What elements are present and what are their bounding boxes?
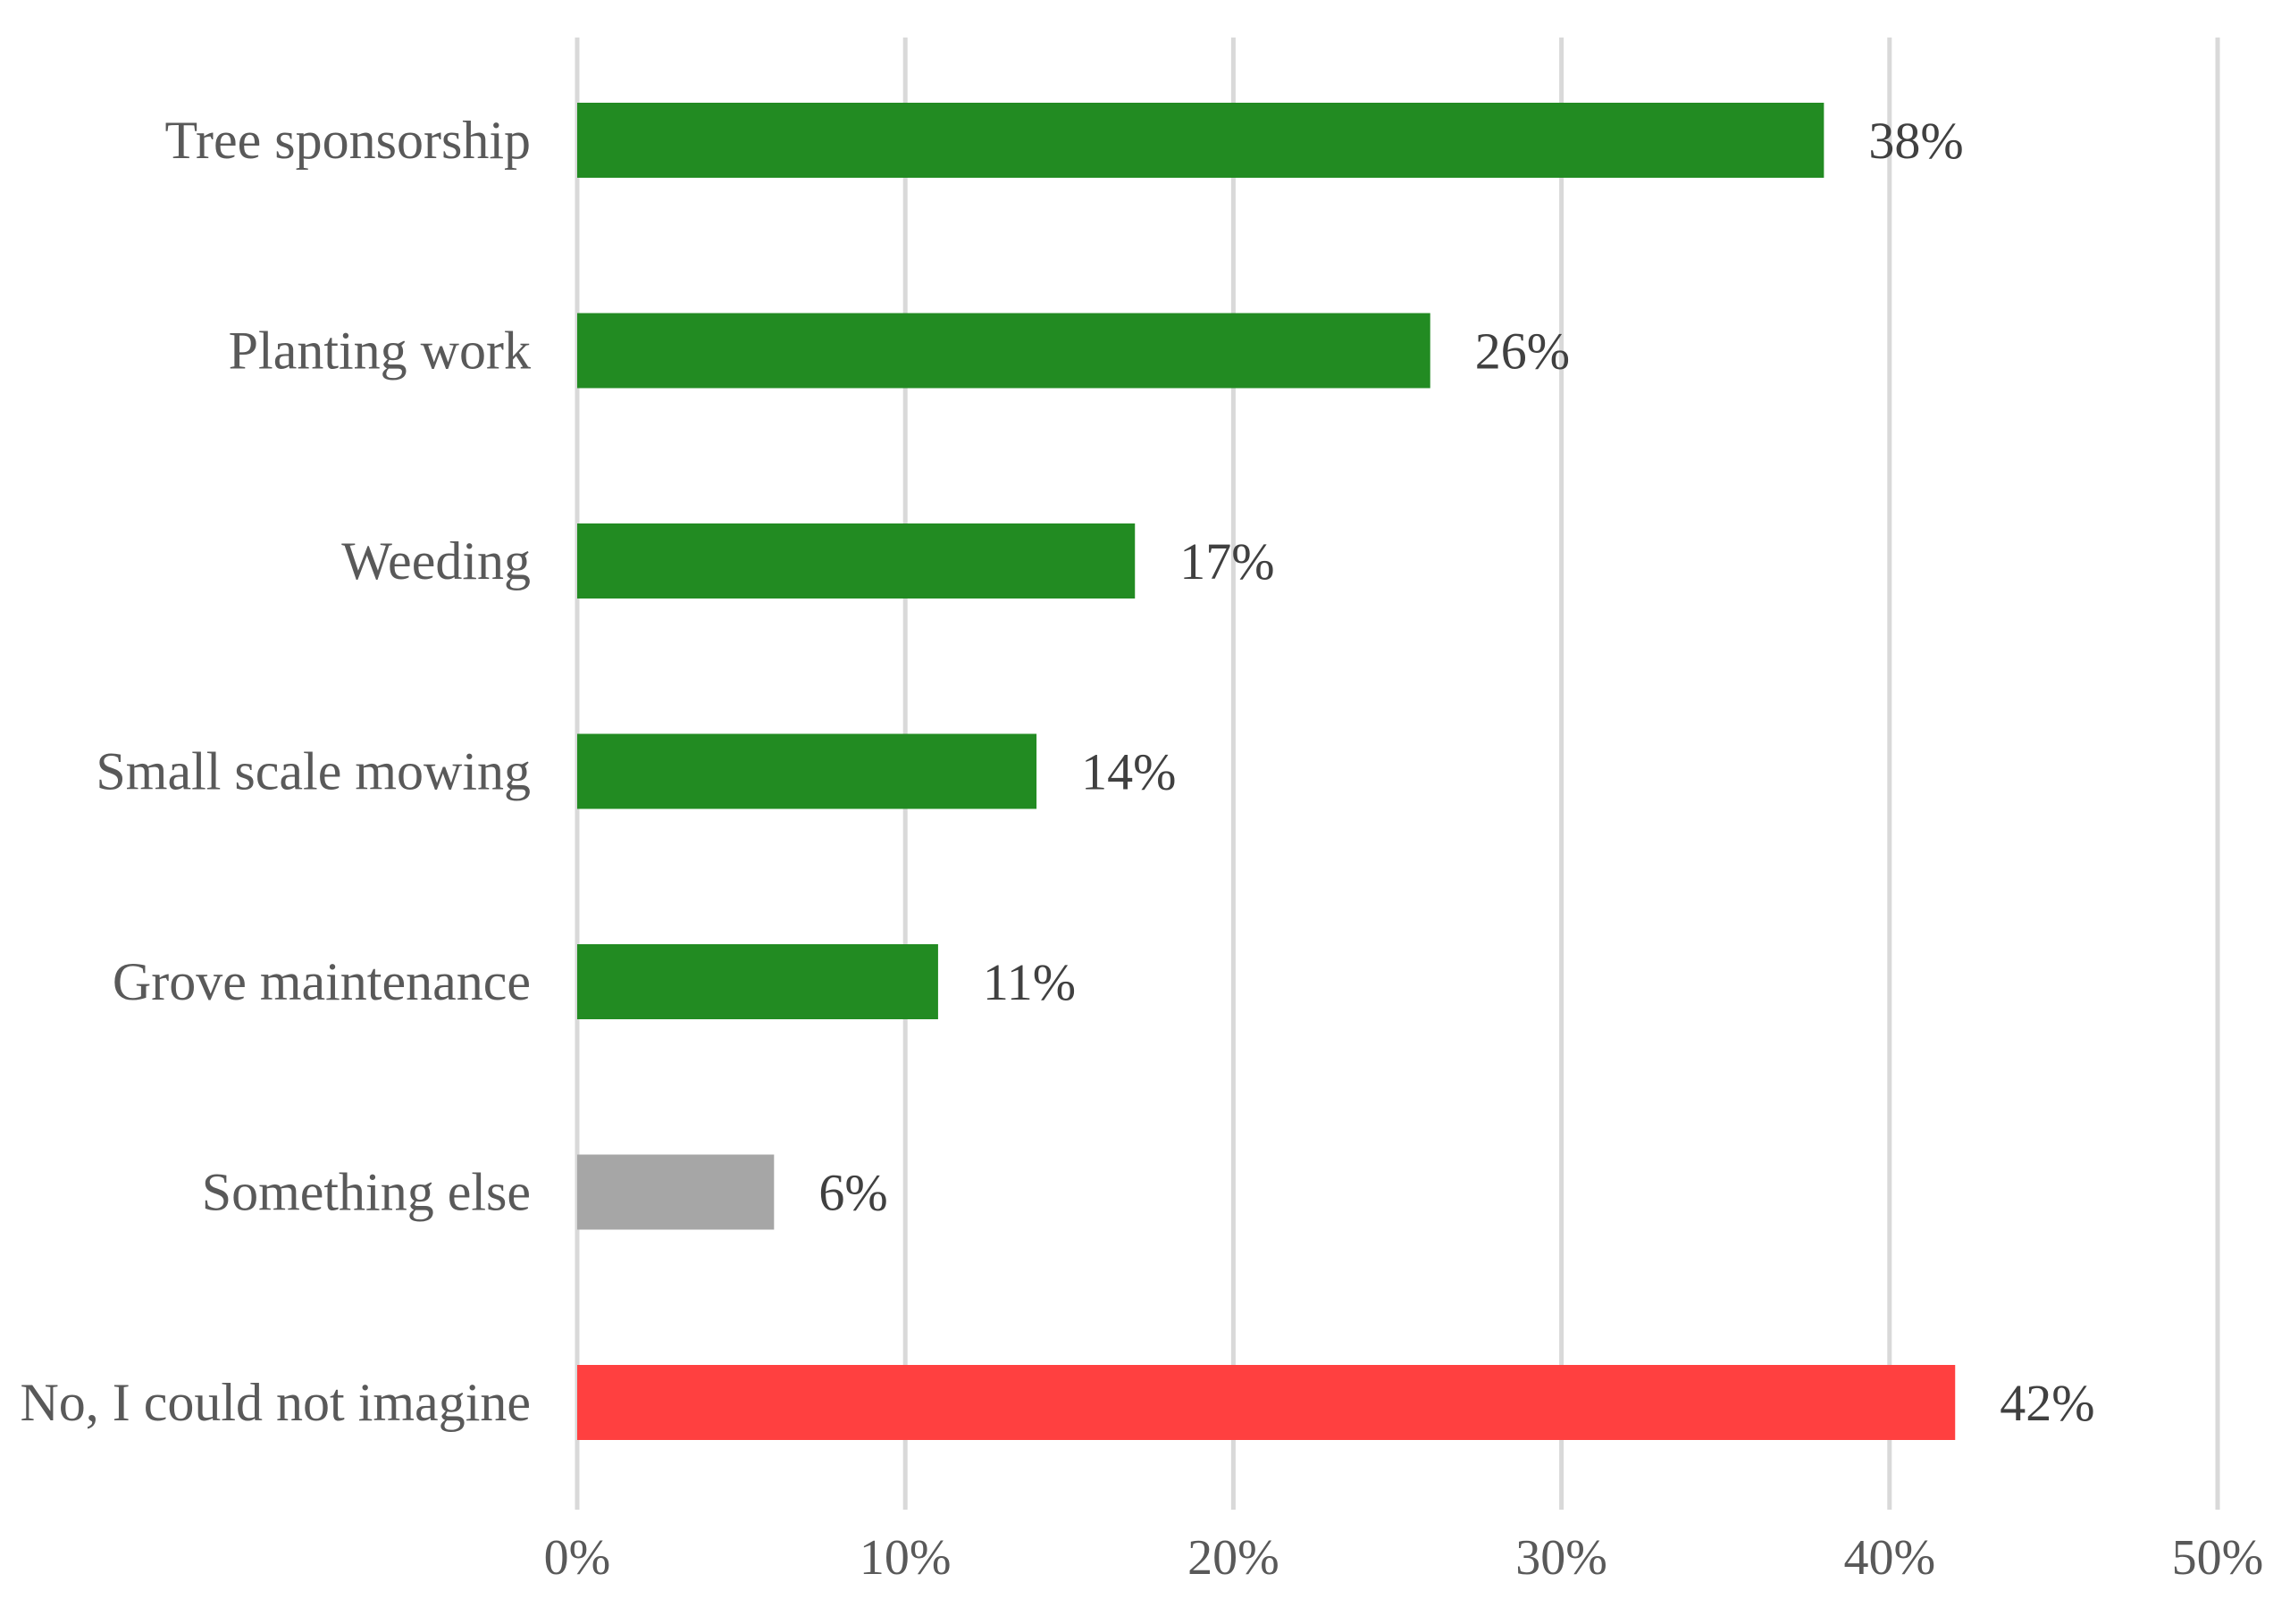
bar xyxy=(577,733,1037,809)
bar xyxy=(577,313,1430,389)
bars xyxy=(577,103,1956,1440)
value-labels: 38% 26% 17% 14% 11% 6% 42% xyxy=(818,112,2094,1432)
category-labels: Tree sponsorship Planting work Weeding Smal… xyxy=(20,111,531,1432)
x-tick-label: 50% xyxy=(2172,1530,2264,1586)
x-tick-label: 40% xyxy=(1843,1530,1935,1586)
category-label: No, I could not imagine xyxy=(20,1373,531,1432)
bar xyxy=(577,944,938,1019)
data-label: 6% xyxy=(818,1164,887,1222)
data-label: 26% xyxy=(1475,322,1570,381)
gridlines xyxy=(575,38,2220,1510)
bar xyxy=(577,1154,775,1230)
x-tick-label: 30% xyxy=(1515,1530,1607,1586)
data-label: 42% xyxy=(2000,1374,2094,1432)
x-tick-label: 0% xyxy=(544,1530,611,1586)
bar xyxy=(577,523,1136,599)
x-axis-tick-labels: 0% 10% 20% 30% 40% 50% xyxy=(544,1530,2264,1586)
data-label: 17% xyxy=(1179,532,1274,590)
category-label: Small scale mowing xyxy=(96,742,531,801)
category-label: Something else xyxy=(202,1163,531,1222)
category-label: Weeding xyxy=(341,532,531,590)
x-tick-label: 10% xyxy=(860,1530,952,1586)
x-tick-label: 20% xyxy=(1187,1530,1279,1586)
bar xyxy=(577,103,1824,178)
data-label: 38% xyxy=(1868,112,1963,170)
data-label: 14% xyxy=(1081,743,1176,801)
category-label: Grove maintenance xyxy=(113,952,531,1011)
category-label: Planting work xyxy=(229,322,531,381)
data-label: 11% xyxy=(983,953,1076,1011)
category-label: Tree sponsorship xyxy=(165,111,531,170)
bar xyxy=(577,1365,1956,1440)
